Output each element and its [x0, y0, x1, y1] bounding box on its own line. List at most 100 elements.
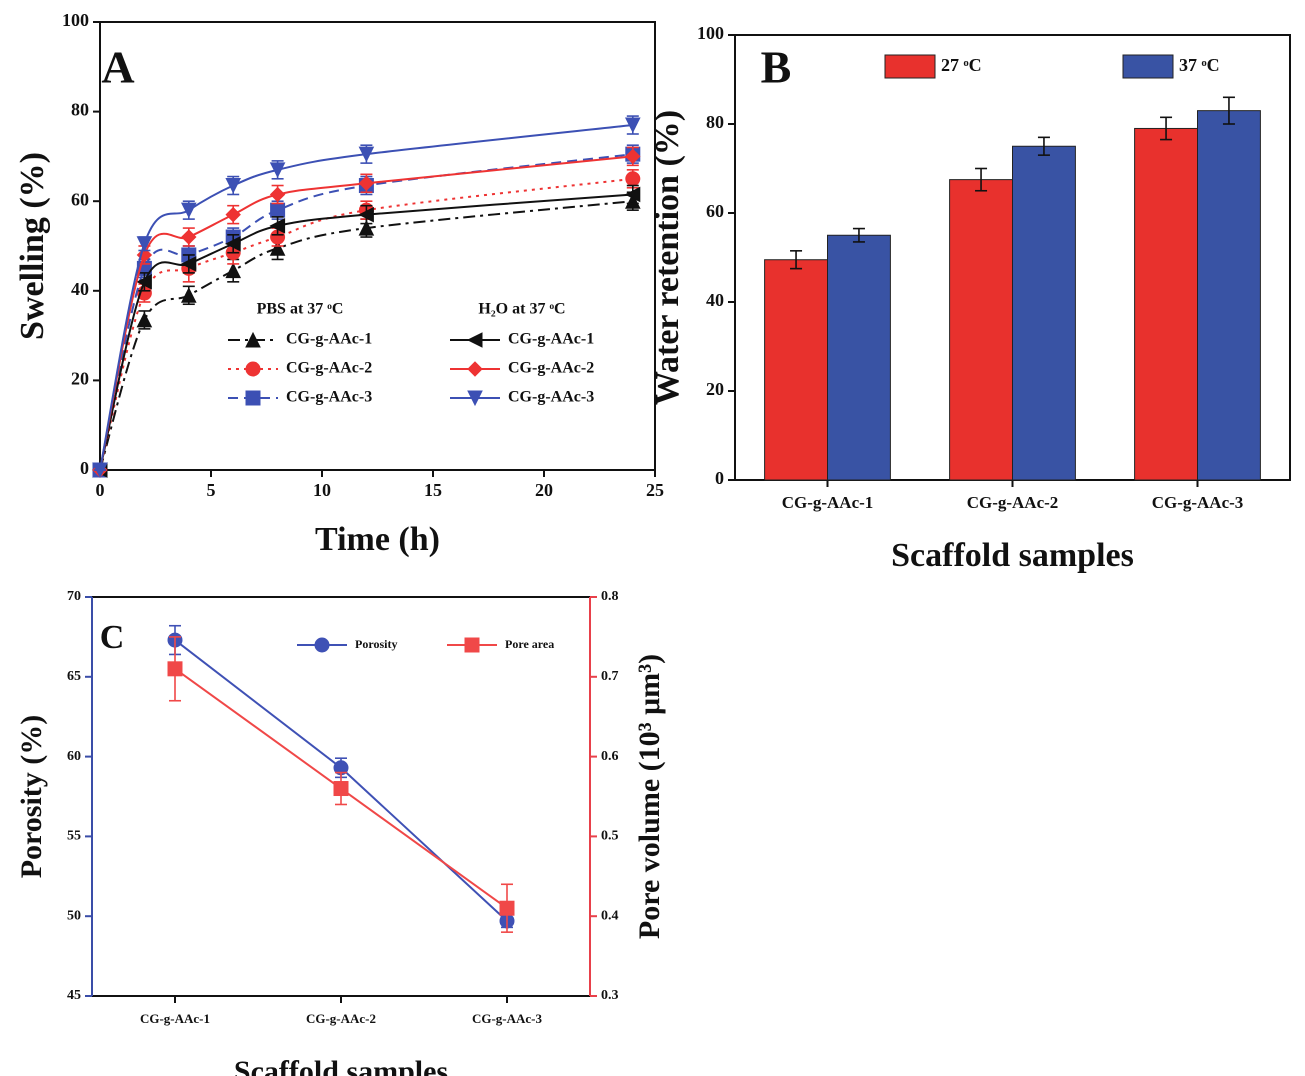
y-tick-label: 65	[67, 669, 81, 684]
y2-tick-label: 0.4	[601, 908, 619, 923]
marker	[92, 462, 108, 479]
y-tick-label: 100	[697, 23, 724, 43]
x-tick-label: 5	[207, 480, 216, 500]
legend-label: 37 ᵒC	[1179, 55, 1220, 75]
legend-marker	[464, 637, 480, 653]
legend-marker	[466, 332, 483, 348]
x-axis-title: Scaffold samples	[234, 1055, 448, 1076]
x-axis-title: Scaffold samples	[891, 537, 1134, 574]
y-tick-label: 80	[71, 100, 89, 120]
error-bar	[1222, 96, 1235, 125]
legend-marker	[314, 637, 330, 653]
marker	[225, 178, 242, 194]
y2-axis-title: Pore volume (10³ μm³)	[633, 654, 666, 939]
y-tick-label: 20	[71, 369, 89, 389]
legend-marker	[245, 361, 261, 377]
marker	[225, 235, 241, 252]
panel-label: C	[100, 619, 125, 656]
y-axis-title: Water retention (%)	[649, 110, 686, 405]
x-tick-label: CG-g-AAc-2	[306, 1011, 376, 1026]
legend-label: CG-g-AAc-3	[508, 389, 594, 406]
bar	[1197, 110, 1261, 481]
y-tick-label: 45	[67, 988, 81, 1003]
bar	[764, 259, 828, 481]
x-tick-label: CG-g-AAc-3	[472, 1011, 543, 1026]
legend-label: CG-g-AAc-2	[508, 360, 594, 377]
error-bar	[790, 250, 803, 270]
x-tick-label: 10	[313, 480, 331, 500]
x-tick-label: 15	[424, 480, 442, 500]
legend-title: H₂O at 37 ᵒC	[478, 301, 565, 318]
y-tick-label: 0	[80, 458, 89, 478]
panel-label: A	[101, 42, 134, 93]
marker	[180, 202, 197, 219]
marker	[180, 256, 197, 272]
legend-title: PBS at 37 ᵒC	[257, 301, 344, 318]
y2-tick-label: 0.3	[601, 988, 619, 1003]
marker	[624, 117, 641, 134]
panel-label: B	[761, 42, 792, 93]
marker	[269, 162, 286, 178]
x-tick-label: 20	[535, 480, 553, 500]
legend-label: Pore area	[505, 637, 554, 651]
x-tick-label: 0	[96, 480, 105, 500]
marker	[181, 229, 197, 245]
y-tick-label: 60	[706, 201, 724, 221]
x-tick-label: CG-g-AAc-3	[1152, 493, 1244, 512]
bar	[1012, 145, 1076, 481]
y-axis-title: Porosity (%)	[15, 715, 48, 879]
legend-marker	[467, 390, 483, 407]
y-tick-label: 20	[706, 379, 724, 399]
y2-tick-label: 0.5	[601, 829, 619, 844]
marker	[624, 186, 641, 203]
marker	[225, 262, 242, 279]
marker	[625, 171, 641, 187]
bar	[949, 179, 1013, 481]
marker	[625, 148, 641, 165]
y-tick-label: 70	[67, 589, 81, 604]
y-tick-label: 40	[706, 290, 724, 310]
legend-label: CG-g-AAc-2	[286, 360, 372, 377]
legend-marker	[245, 390, 261, 406]
marker	[136, 236, 153, 252]
y2-tick-label: 0.6	[601, 749, 619, 764]
error-bar	[1160, 116, 1173, 141]
y2-tick-label: 0.7	[601, 669, 619, 684]
error-bar	[1037, 136, 1050, 156]
legend-marker	[467, 361, 483, 377]
legend-label: 27 ᵒC	[941, 55, 982, 75]
marker	[136, 311, 153, 328]
marker	[270, 202, 286, 218]
marker	[167, 661, 183, 677]
x-tick-label: CG-g-AAc-1	[140, 1011, 210, 1026]
legend-label: CG-g-AAc-1	[286, 331, 372, 348]
bar	[827, 234, 891, 481]
marker	[499, 900, 515, 916]
error-bar	[975, 167, 988, 192]
marker	[136, 274, 152, 290]
marker	[358, 206, 374, 223]
marker	[358, 219, 375, 236]
x-tick-label: CG-g-AAc-2	[967, 493, 1059, 512]
marker	[269, 240, 286, 256]
legend-swatch	[884, 54, 936, 79]
marker	[269, 218, 286, 234]
y-tick-label: 0	[715, 468, 724, 488]
y-tick-label: 50	[67, 908, 81, 923]
legend-swatch	[1122, 54, 1174, 79]
y-tick-label: 60	[71, 189, 89, 209]
legend-label: CG-g-AAc-1	[508, 331, 594, 348]
y-tick-label: 40	[71, 279, 89, 299]
x-tick-label: 25	[646, 480, 664, 500]
marker	[333, 781, 349, 797]
y-tick-label: 100	[62, 10, 89, 30]
marker	[358, 146, 375, 163]
y2-tick-label: 0.8	[601, 589, 619, 604]
y-tick-label: 80	[706, 112, 724, 132]
marker	[180, 287, 197, 303]
error-bar	[852, 227, 865, 243]
marker	[269, 186, 286, 203]
marker	[358, 175, 375, 191]
